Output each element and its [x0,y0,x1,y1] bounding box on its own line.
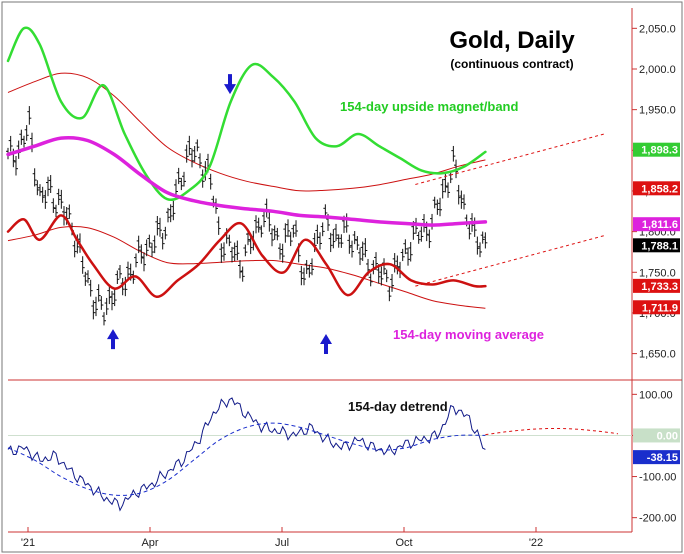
upper-band-annotation: 154-day upside magnet/band [340,99,518,114]
price-tick-label: 2,000.0 [639,64,676,76]
price-bars [6,106,488,326]
series-lines [6,26,488,298]
chart-subtitle: (continuous contract) [450,57,573,71]
value-badge-label: 0.00 [657,430,678,442]
detrend-line [7,397,486,512]
detrend-projection-line [485,427,619,436]
upper-envelope-line [7,72,486,192]
value-badge-label: -38.15 [647,452,678,464]
x-tick-label: '22 [529,537,543,549]
lower-band-line [6,214,487,298]
up-arrow-icon [320,333,332,354]
value-badge [633,217,680,232]
value-badge [633,428,680,443]
x-tick-label: '21 [21,537,35,549]
lower-projection-line [415,235,605,287]
down-arrow-icon [224,74,236,95]
price-tick-label: 2,050.0 [639,23,676,35]
x-tick-label: Apr [141,537,158,549]
detrend-tick-label: -100.00 [639,472,676,484]
value-badge [633,278,680,293]
value-badges: 1,898.3 1,858.2 1,811.6 1,788.1 1,733.3 1,711… [633,142,680,465]
detrend-tick-label: -200.00 [639,513,676,525]
lower-envelope-line [7,225,486,309]
value-badge [633,142,680,157]
price-tick-label: 1,650.0 [639,349,676,361]
detrend-cycle-line [7,422,486,496]
moving-average-annotation: 154-day moving average [393,327,544,342]
detrend-panel [7,397,632,512]
band-envelope [7,72,486,309]
detrend-tick-label: 100.00 [639,389,673,401]
value-badge-label: 1,733.3 [641,281,678,293]
x-tick-label: Jul [275,537,289,549]
value-badge-label: 1,711.9 [642,302,678,314]
x-tick-label: Oct [395,537,412,549]
projection-lines [415,133,605,287]
x-axis-ticks: '21 Apr Jul Oct '22 [21,527,543,549]
value-badge [633,238,680,253]
price-tick-label: 1,950.0 [639,105,676,117]
moving-average-line [6,135,488,227]
value-badge [633,450,680,465]
up-arrow-icon [107,329,119,350]
upper-band-line [6,26,487,201]
value-badge [633,300,680,315]
chart-title: Gold, Daily [449,27,575,54]
price-tick-label: 1,750.0 [639,267,676,279]
cycle-arrows [107,74,332,354]
detrend-title: 154-day detrend [348,399,448,414]
value-badge-label: 1,858.2 [641,183,678,195]
upper-projection-line [415,133,605,185]
value-badge [633,181,680,196]
value-badge-label: 1,811.6 [642,219,678,231]
value-badge-label: 1,898.3 [641,145,678,157]
value-badge-label: 1,788.1 [641,240,678,252]
